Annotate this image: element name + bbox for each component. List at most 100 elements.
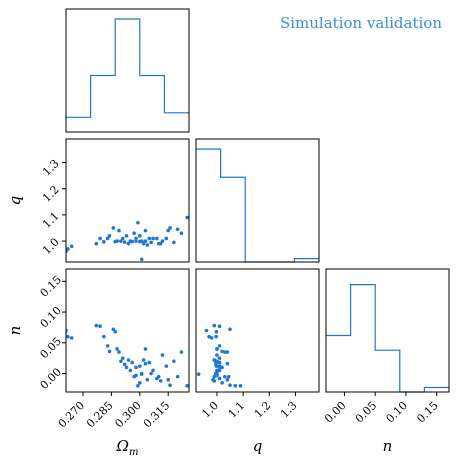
x-tick-label: 0.285 (84, 399, 115, 430)
data-point (168, 226, 172, 230)
data-point (226, 378, 230, 382)
data-point (132, 231, 136, 235)
data-point (106, 344, 110, 348)
data-point (127, 358, 131, 362)
data-point (94, 324, 98, 328)
data-point (102, 335, 106, 339)
data-point (213, 324, 217, 328)
data-point (151, 369, 155, 373)
y-tick-label: 0.10 (38, 304, 65, 331)
y-tick-label: 1.3 (40, 157, 62, 179)
data-point (157, 375, 161, 379)
x-tick-label: 0.270 (56, 399, 87, 430)
histogram-q (196, 149, 319, 262)
data-point (102, 240, 106, 244)
data-point (98, 237, 102, 241)
data-point (227, 375, 231, 379)
data-point (218, 356, 222, 360)
data-point (161, 353, 165, 357)
data-point (138, 234, 142, 238)
data-point (115, 347, 119, 351)
x-axis-label-subscript: m (129, 447, 138, 458)
data-point (210, 336, 214, 340)
data-point (215, 364, 219, 368)
data-point (144, 347, 148, 351)
data-point (159, 379, 163, 383)
data-point (172, 241, 176, 245)
data-point (176, 375, 180, 379)
data-point (228, 327, 232, 331)
data-point (149, 372, 153, 376)
data-point (228, 383, 232, 387)
scatter-Omega_m-vs-q (64, 216, 189, 261)
data-point (215, 330, 219, 334)
x-axis-label-n: n (383, 437, 393, 455)
data-point (144, 362, 148, 366)
data-point (140, 258, 144, 262)
data-point (113, 330, 117, 334)
data-point (123, 363, 127, 367)
panel-frame-diag-q (196, 139, 319, 262)
data-point (185, 216, 189, 220)
panel-frame-diag-Omega_m (66, 9, 189, 132)
data-point (136, 384, 140, 388)
data-point (218, 377, 222, 381)
y-tick-label: 0.00 (38, 365, 65, 392)
histogram-Omega_m (66, 19, 189, 117)
data-point (215, 353, 219, 357)
data-point (147, 237, 151, 241)
data-point (185, 384, 189, 388)
data-point (218, 324, 222, 328)
data-point (130, 240, 134, 244)
data-point (94, 242, 98, 246)
data-point (144, 229, 148, 233)
data-point (218, 344, 222, 348)
data-point (119, 359, 123, 363)
panel-frame-diag-n (326, 269, 449, 392)
data-point (144, 239, 148, 243)
data-point (218, 361, 222, 365)
y-tick-label: 1.0 (40, 235, 62, 257)
data-point (140, 372, 144, 376)
data-point (70, 244, 74, 248)
data-point (151, 237, 155, 241)
data-point (164, 237, 168, 241)
data-point (226, 362, 230, 366)
data-point (161, 239, 165, 243)
data-point (130, 361, 134, 365)
data-point (136, 221, 140, 225)
data-point (66, 247, 70, 251)
panel-frame-Omega_m-n (66, 269, 189, 392)
data-point (218, 364, 222, 368)
x-axis-label-q: q (253, 437, 263, 455)
data-point (108, 350, 112, 354)
x-tick-label: 1.0 (199, 399, 221, 421)
x-tick-label: 0.15 (414, 399, 441, 426)
x-tick-label: 0.10 (384, 399, 411, 426)
data-point (218, 369, 222, 373)
data-point (166, 378, 170, 382)
y-tick-label: 0.15 (38, 273, 65, 300)
data-point (138, 381, 142, 385)
y-tick-label: 1.2 (40, 183, 62, 205)
histogram-n (326, 285, 449, 392)
data-point (215, 347, 219, 351)
x-tick-label: 0.300 (112, 399, 143, 430)
x-tick-label: 0.315 (141, 399, 172, 430)
y-axis-label-n: n (6, 326, 24, 336)
data-point (98, 324, 102, 328)
y-tick-label: 0.05 (38, 335, 65, 362)
y-tick-label: 1.1 (40, 209, 62, 231)
x-tick-label: 1.1 (226, 399, 248, 421)
scatter-Omega_m-vs-n (64, 324, 189, 388)
x-tick-label: 0.05 (353, 399, 380, 426)
data-point (149, 241, 153, 245)
data-point (223, 350, 227, 354)
data-point (129, 369, 133, 373)
data-point (117, 229, 121, 233)
scatter-q-vs-n (197, 324, 242, 388)
data-point (112, 226, 116, 230)
data-point (138, 364, 142, 368)
data-point (213, 375, 217, 379)
